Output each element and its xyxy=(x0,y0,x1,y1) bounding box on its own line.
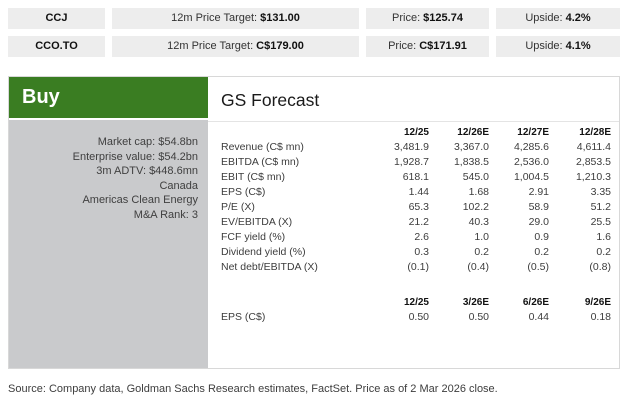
price-cell: Price: C$171.91 xyxy=(366,36,489,57)
forecast-panel: GS Forecast 12/25 12/26E 12/27E 12/28E R… xyxy=(208,77,619,368)
info-line-enterprise-value: Enterprise value: $54.2bn xyxy=(72,150,198,163)
table-value: (0.8) xyxy=(589,261,611,273)
col-header: 12/25 xyxy=(403,297,429,308)
table-value: 1.68 xyxy=(468,186,489,198)
upside-cell: Upside: 4.2% xyxy=(496,8,620,29)
price-value: $125.74 xyxy=(423,12,463,24)
price-target-cell: 12m Price Target: C$179.00 xyxy=(112,36,359,57)
upside-label: Upside: xyxy=(525,40,563,52)
price-cell: Price: $125.74 xyxy=(366,8,489,29)
col-header: 12/28E xyxy=(579,127,611,138)
table-value: 3,481.9 xyxy=(393,141,429,153)
table-value: 0.2 xyxy=(534,246,549,258)
col-header-spacer xyxy=(221,295,367,310)
price-target-value: C$179.00 xyxy=(256,40,304,52)
col-header: 3/26E xyxy=(462,297,489,308)
table-value: 1.6 xyxy=(596,231,611,243)
table-value: 0.2 xyxy=(474,246,489,258)
table-value: 58.9 xyxy=(528,201,549,213)
table-value: 40.3 xyxy=(468,216,489,228)
upside-cell: Upside: 4.1% xyxy=(496,36,620,57)
price-target-table: CCJ 12m Price Target: $131.00 Price: $125.… xyxy=(8,8,620,57)
row-label: Net debt/EBITDA (X) xyxy=(221,261,318,273)
table-value: 3,367.0 xyxy=(453,141,489,153)
table-value: (0.1) xyxy=(407,261,429,273)
table-value: 21.2 xyxy=(408,216,429,228)
table-value: 29.0 xyxy=(528,216,549,228)
col-header: 12/27E xyxy=(517,127,549,138)
table-value: 0.44 xyxy=(528,311,549,323)
rating-panel: Buy Market cap: $54.8bn Enterprise value… xyxy=(9,77,208,368)
info-line-market-cap: Market cap: $54.8bn xyxy=(97,136,198,148)
table-value: 1.44 xyxy=(408,186,429,198)
col-header-spacer xyxy=(221,125,367,140)
table-value: (0.4) xyxy=(467,261,489,273)
upside-value: 4.2% xyxy=(565,12,591,24)
table-value: 2,853.5 xyxy=(575,156,611,168)
table-value: 0.50 xyxy=(408,311,429,323)
row-label: Dividend yield (%) xyxy=(221,246,306,258)
info-line-sector: Americas Clean Energy xyxy=(82,194,198,206)
info-line-adtv: 3m ADTV: $448.6mn xyxy=(96,165,198,177)
table-value: 2.6 xyxy=(414,231,429,243)
table-value: 2,536.0 xyxy=(513,156,549,168)
upside-value: 4.1% xyxy=(565,40,591,52)
table-value: 0.2 xyxy=(596,246,611,258)
price-target-label: 12m Price Target: xyxy=(167,40,254,52)
table-value: 1.0 xyxy=(474,231,489,243)
source-footnote: Source: Company data, Goldman Sachs Rese… xyxy=(8,383,498,395)
col-header: 12/26E xyxy=(457,127,489,138)
table-value: 0.18 xyxy=(590,311,611,323)
row-label: EPS (C$) xyxy=(221,186,266,198)
table-value: 25.5 xyxy=(590,216,611,228)
table-value: 545.0 xyxy=(462,171,489,183)
ticker-symbol: CCJ xyxy=(8,8,105,29)
col-header: 12/25 xyxy=(403,127,429,138)
table-value: 3.35 xyxy=(590,186,611,198)
price-target-label: 12m Price Target: xyxy=(171,12,258,24)
row-label: Revenue (C$ mn) xyxy=(221,141,304,153)
table-value: 1,004.5 xyxy=(513,171,549,183)
company-info-panel: Market cap: $54.8bn Enterprise value: $5… xyxy=(9,120,208,368)
col-header: 9/26E xyxy=(584,297,611,308)
table-value: 1,838.5 xyxy=(453,156,489,168)
table-value: 1,210.3 xyxy=(575,171,611,183)
price-target-cell: 12m Price Target: $131.00 xyxy=(112,8,359,29)
price-label: Price: xyxy=(392,12,421,24)
table-value: 2.91 xyxy=(528,186,549,198)
upside-label: Upside: xyxy=(525,12,563,24)
quarterly-eps-table: 12/25 3/26E 6/26E 9/26E EPS (C$) 0.50 0.… xyxy=(208,292,619,325)
table-value: 1,928.7 xyxy=(393,156,429,168)
row-label: EPS (C$) xyxy=(221,311,266,323)
col-header: 6/26E xyxy=(522,297,549,308)
summary-box: Buy Market cap: $54.8bn Enterprise value… xyxy=(8,76,620,369)
table-value: 0.50 xyxy=(468,311,489,323)
price-label: Price: xyxy=(388,40,417,52)
table-value: 51.2 xyxy=(590,201,611,213)
table-value: 618.1 xyxy=(402,171,429,183)
table-value: 0.9 xyxy=(534,231,549,243)
annual-forecast-table: 12/25 12/26E 12/27E 12/28E Revenue (C$ m… xyxy=(208,122,619,275)
row-label: EV/EBITDA (X) xyxy=(221,216,293,228)
row-label: EBITDA (C$ mn) xyxy=(221,156,300,168)
info-line-country: Canada xyxy=(159,179,198,192)
row-label: EBIT (C$ mn) xyxy=(221,171,285,183)
forecast-title: GS Forecast xyxy=(208,77,619,122)
price-value: C$171.91 xyxy=(419,40,467,52)
table-value: (0.5) xyxy=(527,261,549,273)
table-value: 0.3 xyxy=(414,246,429,258)
rating-badge: Buy xyxy=(9,77,208,118)
table-value: 4,285.6 xyxy=(513,141,549,153)
info-line-ma-rank: M&A Rank: 3 xyxy=(133,208,198,221)
table-value: 65.3 xyxy=(408,201,429,213)
row-label: P/E (X) xyxy=(221,201,255,213)
price-target-value: $131.00 xyxy=(260,12,300,24)
table-value: 4,611.4 xyxy=(576,141,611,153)
row-label: FCF yield (%) xyxy=(221,231,286,243)
ticker-symbol: CCO.TO xyxy=(8,36,105,57)
table-value: 102.2 xyxy=(462,201,489,213)
